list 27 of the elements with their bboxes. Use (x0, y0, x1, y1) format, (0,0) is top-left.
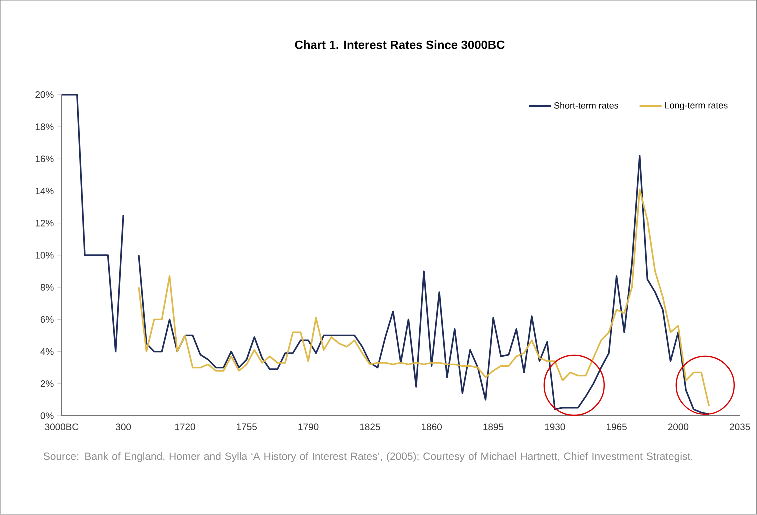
y-tick-label: 14% (36, 188, 54, 195)
y-tick-label: 8% (40, 284, 54, 291)
y-tick-label: 18% (36, 124, 54, 130)
x-tick-label: 300 (116, 424, 132, 431)
y-tick-label: 0% (40, 412, 54, 420)
x-tick-label: 1790 (298, 424, 319, 431)
chart-title: Chart 1. Interest Rates Since 3000BC (295, 40, 505, 50)
x-tick-label: 1930 (545, 424, 566, 431)
y-tick-label: 2% (40, 380, 54, 388)
y-tick-label: 20% (36, 92, 54, 98)
source-note: Source: Bank of England, Homer and Sylla ‘A History of Interest Rates’, (2005); Courtesy of Michael Hartnett, Chief Investment Strategist. (44, 452, 693, 462)
y-tick-label: 16% (36, 156, 54, 163)
legend-label: Long-term rates (666, 102, 728, 111)
x-tick-label: 1825 (360, 424, 380, 431)
x-tick-label: 1895 (484, 424, 504, 431)
x-tick-label: 1720 (175, 424, 196, 431)
y-tick-label: 4% (40, 348, 54, 356)
x-tick-label: 1755 (237, 424, 258, 430)
legend-label: Short-term rates (554, 102, 618, 109)
y-tick-label: 6% (40, 316, 54, 324)
y-tick-label: 10% (36, 252, 54, 259)
x-tick-label: 1965 (606, 424, 627, 431)
y-tick-label: 12% (36, 220, 54, 227)
x-tick-label: 3000BC (45, 424, 79, 431)
x-tick-label: 1860 (422, 424, 442, 431)
x-tick-label: 2035 (730, 424, 750, 431)
x-tick-label: 2000 (668, 424, 689, 431)
